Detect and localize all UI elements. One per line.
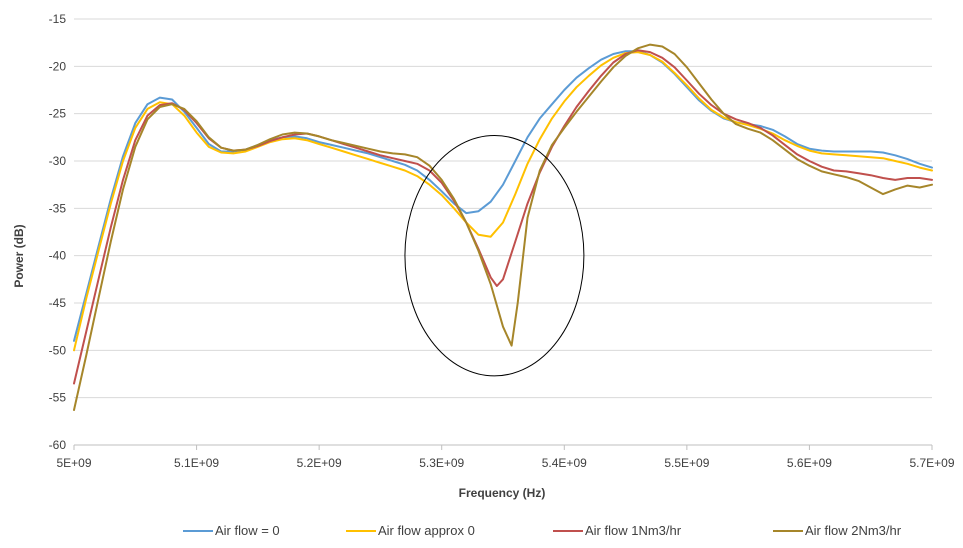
- x-tick-label: 5.1E+09: [174, 456, 219, 470]
- y-tick-label: -25: [49, 107, 67, 121]
- annotations: [404, 134, 585, 377]
- legend-label: Air flow 2Nm3/hr: [805, 523, 902, 538]
- highlight-ellipse: [404, 134, 585, 377]
- legend-label: Air flow approx 0: [378, 523, 475, 538]
- legend-label: Air flow = 0: [215, 523, 280, 538]
- x-tick-label: 5.6E+09: [787, 456, 832, 470]
- legend: Air flow = 0 Air flow approx 0 Air flow 1N…: [183, 523, 902, 538]
- y-tick-label: -45: [49, 296, 67, 310]
- y-tick-label: -55: [49, 391, 67, 405]
- x-axis-tick-labels: 5E+09 5.1E+09 5.2E+09 5.3E+09 5.4E+09 5.5E+09…: [56, 456, 954, 470]
- series-line-4: [73, 43, 933, 411]
- y-tick-label: -35: [49, 201, 67, 215]
- y-tick-label: -20: [49, 59, 67, 73]
- x-axis: [73, 444, 933, 450]
- series-line-1: [73, 50, 933, 342]
- x-tick-label: 5.2E+09: [297, 456, 342, 470]
- series-lines: [73, 43, 933, 411]
- y-tick-label: -15: [49, 12, 67, 26]
- y-tick-label: -30: [49, 154, 67, 168]
- legend-label: Air flow 1Nm3/hr: [585, 523, 682, 538]
- y-tick-label: -50: [49, 343, 67, 357]
- y-tick-label: -60: [49, 438, 67, 452]
- x-tick-label: 5.4E+09: [542, 456, 587, 470]
- series-line-2: [73, 51, 933, 352]
- x-tick-label: 5.3E+09: [419, 456, 464, 470]
- x-tick-label: 5E+09: [56, 456, 91, 470]
- x-axis-title: Frequency (Hz): [459, 486, 546, 500]
- y-axis-title: Power (dB): [12, 224, 26, 287]
- y-axis-tick-labels: -15 -20 -25 -30 -35 -40 -45 -50 -55 -60: [49, 12, 67, 452]
- y-tick-label: -40: [49, 249, 67, 263]
- x-tick-label: 5.5E+09: [664, 456, 709, 470]
- gridlines: [74, 18, 932, 399]
- x-tick-label: 5.7E+09: [909, 456, 954, 470]
